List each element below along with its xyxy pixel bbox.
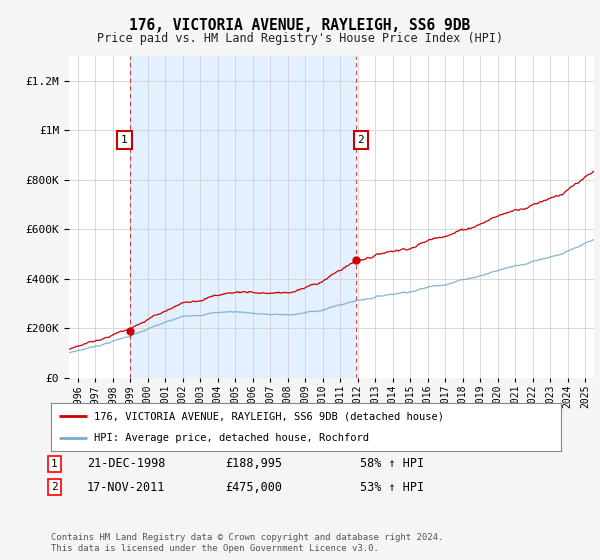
Text: 17-NOV-2011: 17-NOV-2011 (87, 480, 166, 494)
Text: Contains HM Land Registry data © Crown copyright and database right 2024.
This d: Contains HM Land Registry data © Crown c… (51, 533, 443, 553)
Text: 53% ↑ HPI: 53% ↑ HPI (360, 480, 424, 494)
Text: £475,000: £475,000 (225, 480, 282, 494)
Text: 21-DEC-1998: 21-DEC-1998 (87, 457, 166, 470)
Text: 176, VICTORIA AVENUE, RAYLEIGH, SS6 9DB (detached house): 176, VICTORIA AVENUE, RAYLEIGH, SS6 9DB … (94, 411, 445, 421)
Text: £188,995: £188,995 (225, 457, 282, 470)
Text: Price paid vs. HM Land Registry's House Price Index (HPI): Price paid vs. HM Land Registry's House … (97, 32, 503, 45)
Text: 58% ↑ HPI: 58% ↑ HPI (360, 457, 424, 470)
Text: 1: 1 (121, 135, 128, 145)
Text: 1: 1 (51, 459, 58, 469)
Bar (130, 56, 356, 378)
Text: 2: 2 (51, 482, 58, 492)
Text: 2: 2 (358, 135, 364, 145)
Text: 176, VICTORIA AVENUE, RAYLEIGH, SS6 9DB: 176, VICTORIA AVENUE, RAYLEIGH, SS6 9DB (130, 18, 470, 33)
Text: HPI: Average price, detached house, Rochford: HPI: Average price, detached house, Roch… (94, 433, 370, 443)
